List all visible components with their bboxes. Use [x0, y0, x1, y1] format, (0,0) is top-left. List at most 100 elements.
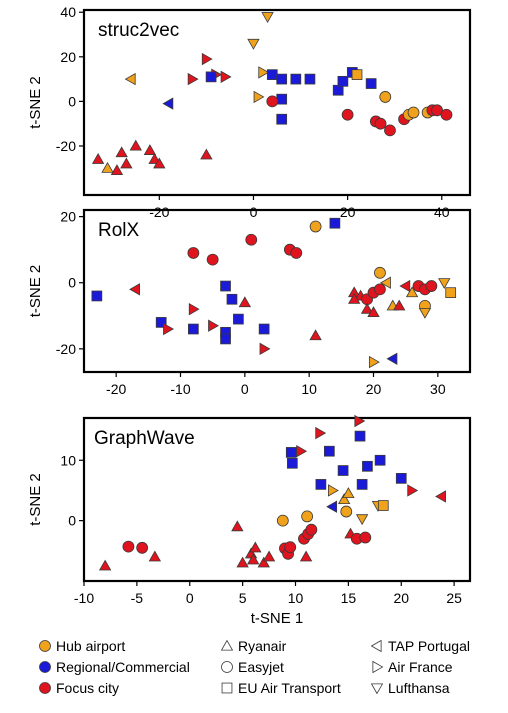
plot-frame — [82, 208, 472, 374]
data-point — [233, 313, 244, 325]
data-point — [220, 280, 231, 292]
x-tick-label: 0 — [186, 590, 194, 606]
data-point — [262, 550, 276, 562]
data-point — [326, 500, 338, 513]
data-point — [435, 490, 446, 503]
y-tick-label: 20 — [60, 209, 76, 225]
x-tick-label: 0 — [241, 381, 249, 397]
data-point — [208, 319, 219, 332]
x-tick-label: 15 — [341, 590, 357, 606]
data-point — [163, 322, 174, 336]
data-point — [286, 457, 298, 469]
data-point — [220, 333, 231, 345]
x-tick-label: -10 — [170, 381, 190, 397]
legend: Hub airport Regional/Commercial Focus city… — [39, 638, 470, 696]
x-tick-label: -20 — [149, 204, 169, 220]
data-point — [285, 447, 297, 458]
x-tick-label: 5 — [239, 590, 247, 606]
x-tick-label: 20 — [393, 590, 409, 606]
data-point — [155, 317, 167, 328]
legend-marker-square — [221, 682, 233, 694]
data-point — [247, 38, 260, 50]
data-point — [405, 286, 419, 298]
data-point — [247, 553, 260, 565]
data-point — [341, 108, 354, 121]
data-point — [284, 541, 297, 554]
data-point — [309, 329, 322, 341]
data-point — [245, 233, 258, 246]
x-tick-label: 40 — [434, 204, 450, 220]
x-tick-label: 20 — [366, 381, 382, 397]
data-point — [315, 426, 327, 440]
data-point — [354, 414, 366, 428]
data-point — [360, 302, 374, 314]
data-point — [374, 454, 386, 466]
panel-title: RolX — [98, 220, 140, 241]
data-point — [355, 514, 369, 526]
panel-title: GraphWave — [94, 428, 195, 449]
data-point — [122, 540, 135, 553]
data-point — [200, 148, 213, 160]
data-point — [337, 493, 351, 505]
y-tick-label: 0 — [68, 513, 76, 529]
data-point — [257, 556, 270, 568]
y-tick-label: 0 — [68, 275, 76, 291]
y-tick-label: 40 — [60, 4, 76, 20]
data-point — [431, 104, 443, 117]
data-point — [395, 473, 407, 484]
data-point — [187, 72, 199, 86]
data-point — [153, 157, 166, 169]
data-point — [305, 523, 318, 536]
data-point — [356, 479, 368, 490]
x-tick-label: 30 — [430, 381, 446, 397]
data-point — [201, 52, 213, 66]
data-point — [351, 69, 363, 80]
y-axis-label: t-SNE 2 — [27, 265, 44, 318]
data-point — [340, 505, 353, 518]
data-point — [379, 91, 392, 103]
x-tick-label: 25 — [446, 590, 462, 606]
legend-label: Focus city — [56, 680, 119, 696]
data-point — [266, 95, 279, 108]
data-point — [290, 247, 303, 259]
data-point — [299, 550, 313, 562]
legend-marker-tri_up — [220, 639, 234, 651]
data-point — [148, 550, 162, 562]
data-point — [374, 266, 386, 279]
data-point — [445, 287, 457, 299]
data-point — [124, 72, 136, 86]
data-point — [380, 276, 391, 289]
data-point — [162, 97, 174, 110]
data-point — [362, 460, 373, 472]
plot-frame — [82, 416, 472, 583]
data-point — [418, 307, 432, 319]
data-points — [91, 12, 453, 176]
data-point — [368, 355, 380, 369]
y-axis-label: t-SNE 2 — [27, 473, 44, 526]
data-point — [101, 161, 114, 173]
data-point — [327, 484, 339, 497]
data-point — [187, 247, 200, 259]
data-point — [365, 78, 377, 89]
data-point — [309, 220, 322, 233]
legend-label: Lufthansa — [388, 680, 450, 696]
data-point — [354, 430, 366, 442]
x-tick-label: 10 — [288, 590, 304, 606]
x-tick-label: 0 — [250, 204, 258, 220]
data-point — [188, 323, 199, 335]
panel-1: -20 0 20 40 -20 0 20 40 struc2vec t-SNE 2 — [27, 4, 472, 220]
data-point — [110, 164, 124, 176]
data-point — [359, 531, 372, 544]
legend-marker-tri_right — [372, 660, 384, 674]
legend-label: Easyjet — [238, 659, 284, 675]
data-point — [261, 12, 274, 23]
data-point — [393, 299, 406, 311]
data-point — [399, 279, 411, 293]
data-point — [220, 70, 232, 84]
data-point — [304, 73, 316, 85]
data-point — [323, 445, 335, 457]
data-point — [98, 559, 112, 571]
x-tick-label: -5 — [131, 590, 144, 606]
data-point — [258, 323, 270, 335]
